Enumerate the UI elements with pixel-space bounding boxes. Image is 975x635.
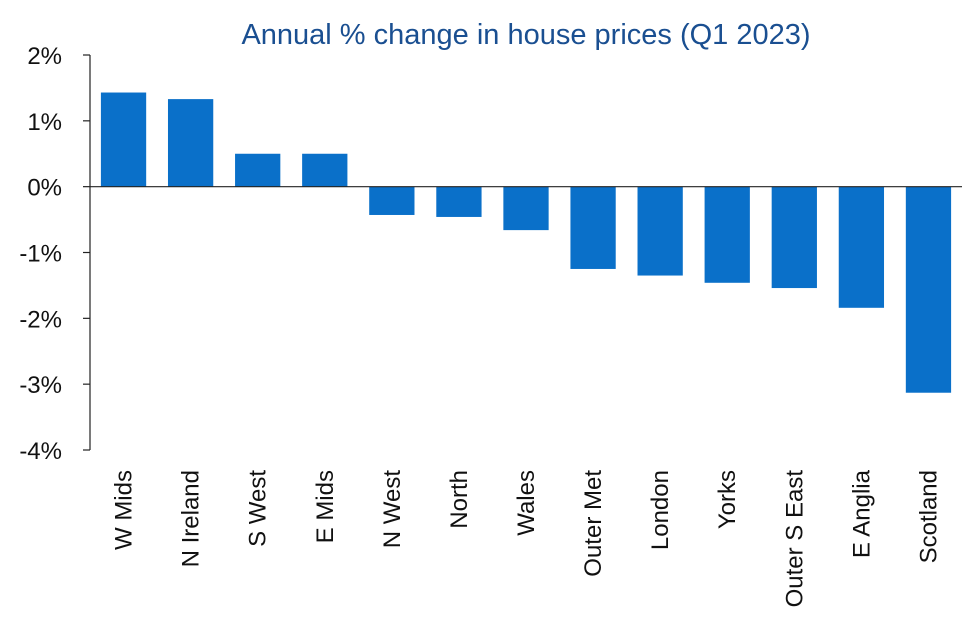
bar xyxy=(704,186,750,283)
category-label: E Mids xyxy=(312,470,339,543)
bars xyxy=(100,92,952,393)
bar xyxy=(503,186,549,231)
category-label: Outer S East xyxy=(781,470,808,608)
y-tick-label: -2% xyxy=(19,306,62,333)
category-label: N Ireland xyxy=(178,470,205,567)
category-label: Outer Met xyxy=(580,470,607,577)
bar xyxy=(302,153,348,187)
bar xyxy=(905,186,952,393)
bar xyxy=(771,186,817,289)
category-label: E Anglia xyxy=(848,469,875,558)
chart-title: Annual % change in house prices (Q1 2023… xyxy=(241,19,810,51)
category-label: Yorks xyxy=(714,470,741,529)
category-label: N West xyxy=(379,470,406,549)
bar xyxy=(235,153,281,187)
y-tick-label: -4% xyxy=(19,438,62,465)
bar xyxy=(369,186,415,215)
category-label: North xyxy=(446,470,473,529)
y-tick-label: 2% xyxy=(27,43,62,70)
bar xyxy=(100,92,147,187)
category-label: W Mids xyxy=(111,470,138,550)
y-axis: 2% 1% 0% -1% -2% -3% -4% xyxy=(19,43,91,465)
category-label: London xyxy=(647,470,674,550)
category-label: Scotland xyxy=(915,470,942,563)
category-labels: W Mids N Ireland S West E Mids N West North Wa… xyxy=(111,469,943,607)
category-label: S West xyxy=(245,470,272,547)
bar xyxy=(436,186,482,217)
bar xyxy=(637,186,683,276)
y-tick-label: -1% xyxy=(19,241,62,268)
y-tick-label: 0% xyxy=(27,175,62,202)
y-tick-label: -3% xyxy=(19,372,62,399)
bar xyxy=(570,186,616,269)
category-label: Wales xyxy=(513,470,540,536)
y-tick-label: 1% xyxy=(27,109,62,136)
bar xyxy=(167,99,214,187)
bar xyxy=(838,186,885,308)
